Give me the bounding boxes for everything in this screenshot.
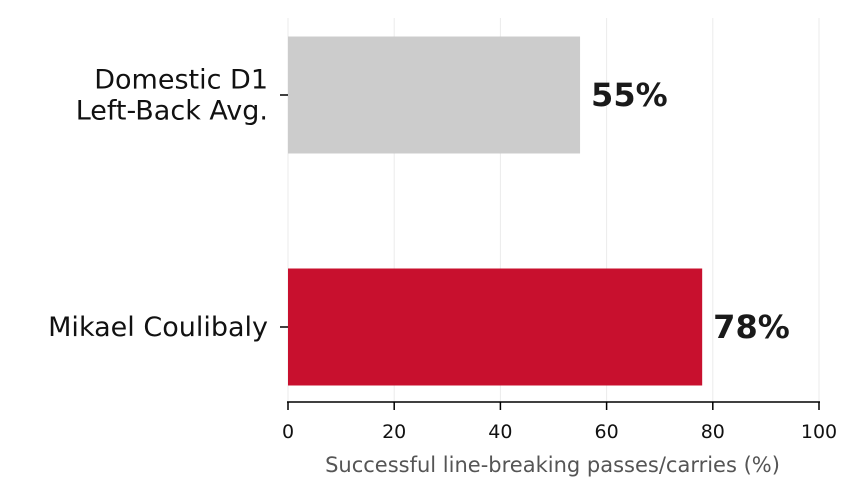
x-axis-title: Successful line-breaking passes/carries …: [325, 453, 780, 477]
category-label-0: Domestic D1 Left-Back Avg.: [76, 65, 268, 127]
bar-0: [288, 36, 581, 154]
x-ticks: 0 20 40 60 80 100: [282, 402, 837, 443]
data-label-1: 78%: [713, 308, 790, 346]
bar-1: [288, 268, 703, 386]
x-tick-label-2: 40: [488, 421, 512, 443]
data-labels: 55% 78%: [591, 76, 790, 346]
category-label-1: Mikael Coulibaly: [48, 312, 268, 343]
bars: [288, 36, 703, 386]
x-tick-label-1: 20: [382, 421, 406, 443]
y-tick-marks: [280, 94, 288, 328]
data-label-0: 55%: [591, 76, 668, 114]
category-labels: Domestic D1 Left-Back Avg. Mikael Coulibal…: [48, 65, 268, 344]
x-tick-label-0: 0: [282, 421, 294, 443]
x-tick-label-4: 80: [701, 421, 725, 443]
x-tick-label-5: 100: [801, 421, 837, 443]
x-tick-label-3: 60: [595, 421, 619, 443]
